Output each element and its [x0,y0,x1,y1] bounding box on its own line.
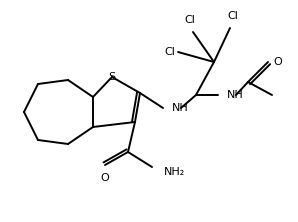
Text: NH: NH [172,103,189,113]
Text: Cl: Cl [164,47,175,57]
Text: NH: NH [227,90,244,100]
Text: O: O [273,57,282,67]
Text: O: O [101,173,109,183]
Text: NH₂: NH₂ [164,167,185,177]
Text: Cl: Cl [184,15,195,25]
Text: S: S [108,72,116,82]
Text: Cl: Cl [228,11,238,21]
